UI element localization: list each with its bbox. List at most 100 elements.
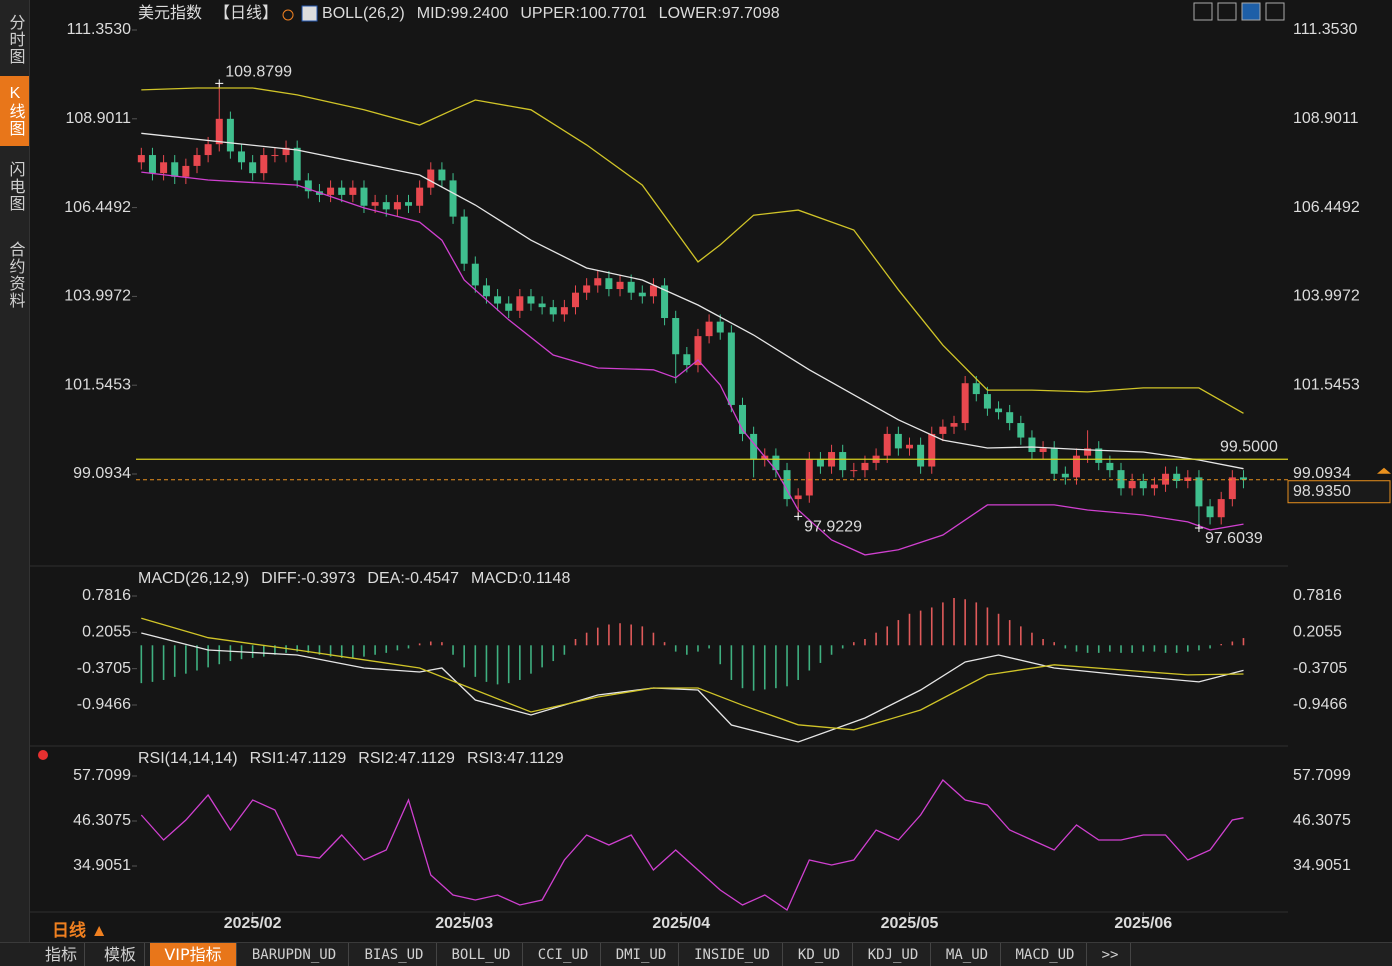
candle-body: [716, 321, 724, 333]
candle-body: [349, 187, 357, 195]
candle-body: [1039, 448, 1047, 453]
series-line: [141, 617, 1244, 731]
candle-body: [1084, 448, 1092, 456]
tab[interactable]: BARUPDN_UD: [240, 943, 349, 966]
y-tick-label: 46.3075: [73, 812, 131, 829]
y-tick-label-right: -0.9466: [1293, 696, 1347, 713]
y-tick-label: -0.9466: [77, 696, 131, 713]
candle-body: [649, 285, 657, 297]
candle-body: [750, 433, 758, 460]
candle-body: [527, 296, 535, 304]
tab[interactable]: >>: [1090, 943, 1131, 966]
candle-body: [460, 216, 468, 264]
candle-body: [672, 318, 680, 355]
candle-body: [416, 187, 424, 206]
tab[interactable]: BIAS_UD: [352, 943, 437, 966]
candle-body: [928, 433, 936, 467]
tab[interactable]: CCI_UD: [526, 943, 601, 966]
candle-body: [939, 426, 947, 434]
toolbar-icons[interactable]: [1193, 2, 1285, 21]
icon[interactable]: [1241, 2, 1261, 21]
legend-entry: MACD:0.1148: [471, 570, 570, 587]
y-tick-label-right: 0.7816: [1293, 587, 1342, 604]
x-tick-label: 2025/05: [881, 915, 939, 932]
price-arrow: [1377, 467, 1391, 474]
candle-body: [627, 281, 635, 293]
y-tick-label-right: 34.9051: [1293, 857, 1351, 874]
y-tick-label-right: -0.3705: [1293, 660, 1347, 677]
candle-body: [995, 408, 1003, 413]
legend-entry: UPPER:100.7701: [520, 5, 646, 22]
tab[interactable]: MACD_UD: [1004, 943, 1087, 966]
candle-body: [1117, 470, 1125, 489]
candle-body: [1173, 473, 1181, 482]
candle-body: [204, 144, 212, 156]
icon[interactable]: [1193, 2, 1213, 21]
period-label: 【日线】: [214, 4, 278, 22]
y-tick-label: 103.9972: [64, 288, 131, 305]
candle-body: [449, 180, 457, 217]
chart-title: RSI(14,14,14): [138, 750, 238, 767]
tab[interactable]: BOLL_UD: [440, 943, 523, 966]
legend-entry: LOWER:97.7098: [659, 5, 780, 22]
period-button[interactable]: 日线 ▲: [52, 921, 108, 940]
tab[interactable]: DMI_UD: [604, 943, 679, 966]
candle-body: [961, 383, 969, 424]
candle-body: [794, 495, 802, 500]
candle-body: [148, 155, 156, 174]
candle-body: [1095, 448, 1103, 463]
tab[interactable]: INSIDE_UD: [682, 943, 783, 966]
y-tick-label-right: 0.2055: [1293, 624, 1342, 641]
reference-label: 99.5000: [1220, 438, 1278, 455]
candle-body: [694, 336, 702, 366]
candle-body: [1184, 477, 1192, 482]
candle-body: [393, 202, 401, 210]
tab[interactable]: MA_UD: [934, 943, 1001, 966]
series-line: [141, 171, 1244, 556]
candle-body: [583, 285, 591, 293]
candle-body: [1072, 455, 1080, 478]
candle-body: [1150, 484, 1158, 489]
tab[interactable]: 指标: [38, 943, 85, 966]
candle-body: [405, 202, 413, 206]
icon[interactable]: [1217, 2, 1237, 21]
legend-entry: DIFF:-0.3973: [261, 570, 355, 587]
candle-body: [705, 321, 713, 337]
icon[interactable]: [1265, 2, 1285, 21]
candle-body: [137, 155, 145, 163]
y-tick-label: 0.7816: [82, 587, 131, 604]
candle-body: [1050, 448, 1058, 474]
side-tab[interactable]: K线图: [0, 76, 29, 146]
candle-body: [471, 263, 479, 286]
candle-body: [304, 180, 312, 192]
y-tick-label-right: 108.9011: [1293, 110, 1359, 127]
candle-body: [972, 383, 980, 395]
chart-title: 美元指数: [138, 4, 202, 22]
candle-body: [549, 307, 557, 315]
side-tab[interactable]: 合约资料: [6, 241, 24, 309]
rsi-icon[interactable]: [38, 750, 48, 760]
legend-entry: DEA:-0.4547: [367, 570, 459, 587]
candle-body: [260, 155, 268, 174]
legend-entry: MID:99.2400: [417, 5, 509, 22]
side-tab[interactable]: 闪电图: [6, 160, 24, 212]
y-tick-label: -0.3705: [77, 660, 131, 677]
candle-body: [427, 169, 435, 188]
tab[interactable]: KDJ_UD: [856, 943, 931, 966]
candle-body: [215, 118, 223, 145]
tab[interactable]: KD_UD: [786, 943, 853, 966]
candle-body: [505, 303, 513, 311]
series-line: [140, 779, 1244, 911]
candle-body: [805, 459, 813, 496]
indicator-label: BOLL(26,2): [322, 5, 405, 22]
candle-body: [950, 423, 958, 427]
icon[interactable]: [38, 750, 48, 760]
candle-body: [638, 292, 646, 297]
tab[interactable]: 模板: [96, 943, 145, 966]
tab[interactable]: VIP指标: [150, 943, 237, 966]
candle-body: [360, 187, 368, 206]
candle-body: [917, 444, 925, 467]
candle-body: [193, 155, 201, 166]
side-tab[interactable]: 分时图: [6, 13, 24, 65]
